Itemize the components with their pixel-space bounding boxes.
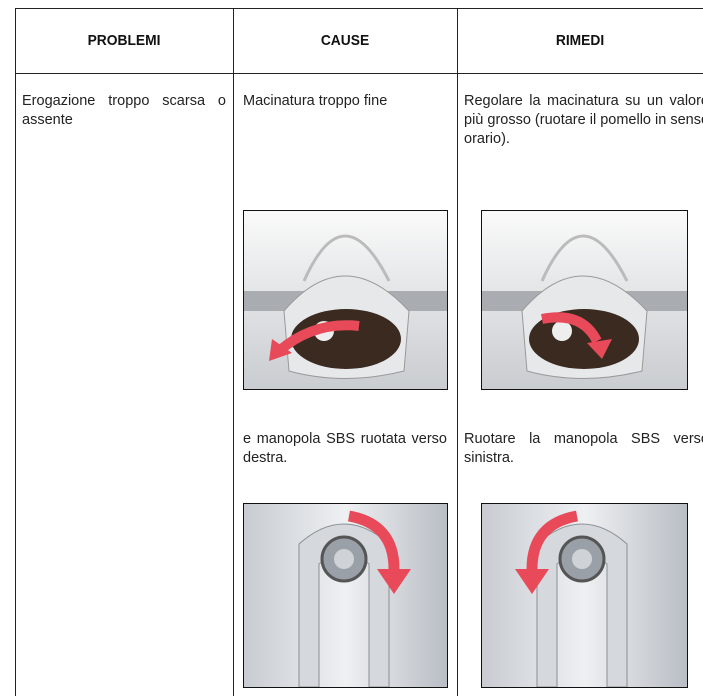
cause-text: e manopola SBS ruotata verso destra.: [243, 431, 447, 466]
header-cell: PROBLEMI: [87, 32, 161, 49]
table-border: [15, 8, 16, 696]
table-border: [15, 8, 703, 9]
remedy-text: Regolare la macinatura su un valore più …: [464, 93, 703, 147]
table-border: [15, 73, 703, 74]
remedy-text: Ruotare la manopola SBS verso sinistra.: [464, 431, 703, 466]
knob-photo: [243, 503, 448, 688]
header-cell: RIMEDI: [555, 32, 605, 49]
table-border: [457, 8, 458, 696]
problem-text: Erogazione troppo scarsa o assente: [22, 93, 226, 128]
knob-photo: [481, 503, 688, 688]
cause-text: Macinatura troppo fine: [243, 93, 388, 109]
table-border: [233, 8, 234, 696]
header-cell: CAUSE: [320, 32, 370, 49]
grinder-photo: [481, 210, 688, 390]
grinder-photo: [243, 210, 448, 390]
